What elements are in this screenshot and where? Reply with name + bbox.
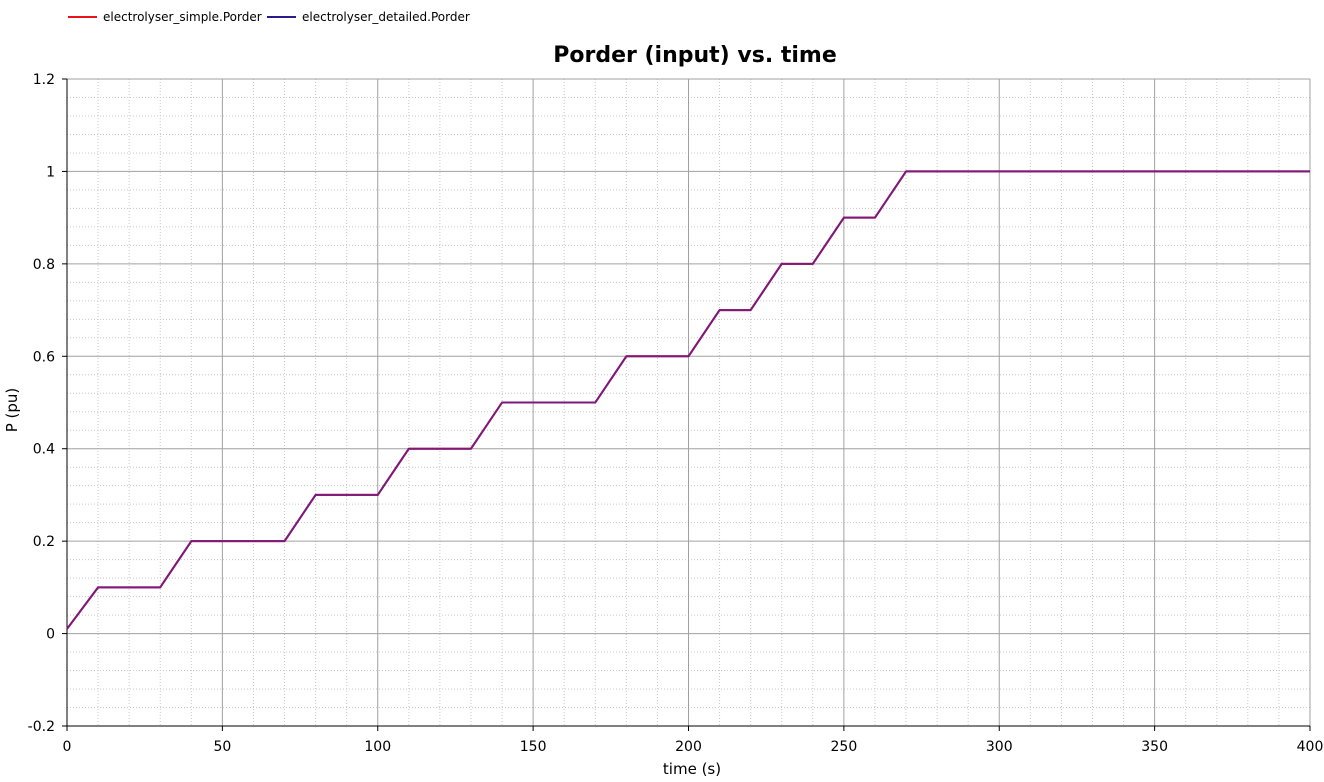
x-tick-label: 300 bbox=[986, 739, 1013, 755]
x-tick-label: 200 bbox=[675, 739, 702, 755]
axes-layer: 0 50 100 150 200 250 300 350 400 -0.2 0 0.2 0.4 0.6 0.… bbox=[28, 72, 1324, 755]
x-tick-label: 50 bbox=[213, 739, 231, 755]
x-tick-label: 150 bbox=[520, 739, 547, 755]
y-tick-label: 1 bbox=[46, 164, 55, 180]
chart-title: Porder (input) vs. time bbox=[553, 43, 837, 68]
x-tick-label: 0 bbox=[63, 739, 72, 755]
y-axis-label: P (pu) bbox=[3, 388, 21, 433]
x-tick-label: 400 bbox=[1297, 739, 1324, 755]
x-tick-label: 250 bbox=[831, 739, 858, 755]
legend-label-detailed: electrolyser_detailed.Porder bbox=[302, 10, 470, 24]
labels-layer: Porder (input) vs. time time (s) P (pu) bbox=[3, 43, 837, 778]
y-tick-label: -0.2 bbox=[28, 719, 55, 735]
y-tick-label: 0.8 bbox=[33, 257, 55, 273]
legend-label-simple: electrolyser_simple.Porder bbox=[103, 10, 262, 24]
y-tick-label: 1.2 bbox=[33, 72, 55, 88]
x-tick-label: 100 bbox=[364, 739, 391, 755]
y-tick-label: 0.2 bbox=[33, 534, 55, 550]
x-tick-label: 350 bbox=[1141, 739, 1168, 755]
grid-layer bbox=[66, 78, 1311, 727]
series-line-detailed bbox=[66, 170, 1310, 630]
legend: electrolyser_simple.Porder electrolyser_… bbox=[68, 10, 470, 24]
y-tick-label: 0.4 bbox=[33, 442, 55, 458]
x-axis-label: time (s) bbox=[663, 760, 721, 778]
y-tick-label: 0.6 bbox=[33, 349, 55, 365]
series-layer bbox=[66, 170, 1310, 630]
y-tick-label: 0 bbox=[46, 627, 55, 643]
